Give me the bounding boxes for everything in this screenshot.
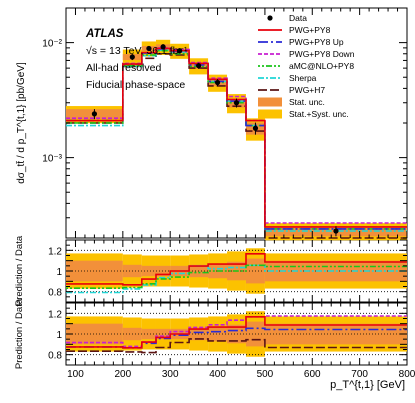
data-point [91,111,98,117]
selection-label: All-had resolved [86,62,161,74]
experiment-label: ATLAS [85,28,124,40]
ratio-panel-1: 0.8 1 1.2 [48,239,407,303]
legend-label: PWG+PY8 [289,25,331,35]
legend-label: PWG+H7 [289,85,325,95]
ratio-1-y-axis-label: Prediction / Data [14,235,25,306]
stat-band [227,324,246,344]
x-tick-label: 800 [399,369,415,380]
data-point [177,48,183,54]
phase-space-label: Fiducial phase-space [86,79,185,91]
legend-label: PWG+PY8 Down [289,49,355,59]
legend-swatch-stat [258,97,282,107]
x-tick-label: 500 [257,369,274,380]
ratio-tick-label: 1 [56,267,62,278]
energy-lumi-label: √s = 13 TeV, 36.1 fb⁻¹ [86,45,188,57]
ratio-tick-label: 0.8 [48,288,62,299]
legend-label: PWG+PY8 Up [289,37,344,47]
data-point [252,125,259,131]
main-panel: 10⁻³ 10⁻² [42,7,407,241]
ratio-tick-label: 1.2 [48,309,62,320]
stat-band [141,328,156,340]
stat-band [155,328,171,340]
x-tick-label: 100 [67,369,84,380]
stat-band [155,265,171,277]
ratio-panel-2: 0.8 1 1.2 [48,302,407,366]
ratio-2-y-axis-label: Prediction / Data [14,298,25,369]
x-axis-label: p_T^{t,1} [GeV] [330,379,405,391]
legend-marker-data [267,15,273,21]
data-point [196,63,202,69]
series-line-pwg-py8-up [66,48,407,230]
series-line-amc-nlo-py8 [66,49,407,230]
x-tick-label: 700 [351,369,368,380]
data-point [214,79,221,86]
x-tick-label: 600 [304,369,321,380]
ratio-line-amc-nlo-py8 [66,264,407,289]
x-tick-label: 200 [114,369,131,380]
legend-label: aMC@NLO+PY8 [289,61,354,71]
x-tick-label: 400 [209,369,226,380]
legend-label: Stat. unc. [289,97,325,107]
x-tick-label: 300 [162,369,179,380]
legend-label: Sherpa [289,73,317,83]
stat-band [208,326,228,342]
stat-band [141,265,156,277]
data-point [160,44,166,50]
stat-band [66,323,123,345]
ratio-tick-label: 0.8 [48,351,62,362]
data-point [233,100,240,106]
data-point [129,54,135,60]
legend-swatch-syst [258,109,282,119]
series-line-sherpa [66,49,407,232]
legend-label: Stat.+Syst. unc. [289,109,349,119]
ratio-line-pwg-py8 [66,253,407,286]
x-axis-ticks: 100 200 300 400 500 600 700 800 [67,8,415,380]
main-y-axis-label: dσ_tt̄ / d p_T^{t,1} [pb/GeV] [15,62,27,184]
y-tick-label: 10⁻³ [42,154,62,165]
ratio-tick-label: 1.2 [48,246,62,257]
series-line-pwg-py8 [66,47,407,228]
stat-band [66,260,123,282]
series-line-pwg-py8-down [66,47,407,224]
legend: Data PWG+PY8 PWG+PY8 Up PWG+PY8 Down aMC@NLO… [258,13,355,119]
data-point [333,228,339,234]
ratio-line-pwg-py8 [66,316,407,349]
ratio-tick-label: 1 [56,330,62,341]
legend-label: Data [289,13,307,23]
y-tick-label: 10⁻² [42,39,62,50]
data-point [146,45,152,52]
stat-band [264,323,407,345]
ratio-line-pwg-h7 [66,338,407,354]
